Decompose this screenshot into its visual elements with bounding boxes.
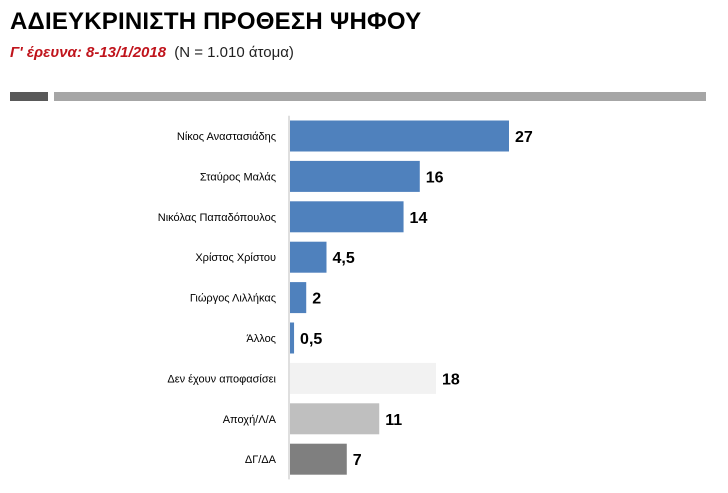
bar — [290, 322, 295, 354]
bar — [290, 201, 404, 233]
page-title: ΑΔΙΕΥΚΡΙΝΙΣΤΗ ΠΡΟΘΕΣΗ ΨΗΦΟΥ — [10, 8, 422, 35]
category-label: Σταύρος Μαλάς — [200, 171, 276, 183]
category-label: Δεν έχουν αποφασίσει — [167, 373, 276, 385]
value-label: 11 — [385, 412, 402, 429]
value-label: 14 — [410, 210, 428, 227]
value-label: 16 — [426, 169, 444, 186]
value-label: 0,5 — [300, 331, 322, 348]
header-band-light — [54, 92, 706, 101]
bar — [290, 282, 307, 314]
bar — [290, 403, 380, 435]
header-band-dark — [10, 92, 48, 101]
bar — [290, 241, 327, 273]
value-label: 4,5 — [333, 250, 355, 267]
value-label: 2 — [312, 291, 321, 308]
value-label: 7 — [353, 452, 362, 469]
category-label: Αποχή/Λ/Α — [223, 414, 277, 426]
bar — [290, 160, 420, 192]
bar — [290, 362, 436, 394]
value-label: 18 — [442, 371, 460, 388]
bar — [290, 120, 509, 152]
category-label: Άλλος — [246, 333, 276, 345]
category-label: Χρίστος Χρίστου — [195, 252, 276, 264]
category-label: Νικόλας Παπαδόπουλος — [158, 212, 276, 224]
bar — [290, 443, 347, 475]
category-label: Γιώργος Λιλλήκας — [190, 293, 276, 305]
sample-size: (Ν = 1.010 άτομα) — [174, 44, 294, 61]
category-label: ΔΓ/ΔΑ — [245, 454, 277, 466]
value-label: 27 — [515, 129, 533, 146]
subtitle: Γ' έρευνα: 8-13/1/2018 (Ν = 1.010 άτομα) — [10, 44, 294, 61]
survey-label: Γ' έρευνα: 8-13/1/2018 — [10, 44, 167, 61]
category-label: Νίκος Αναστασιάδης — [177, 131, 276, 143]
